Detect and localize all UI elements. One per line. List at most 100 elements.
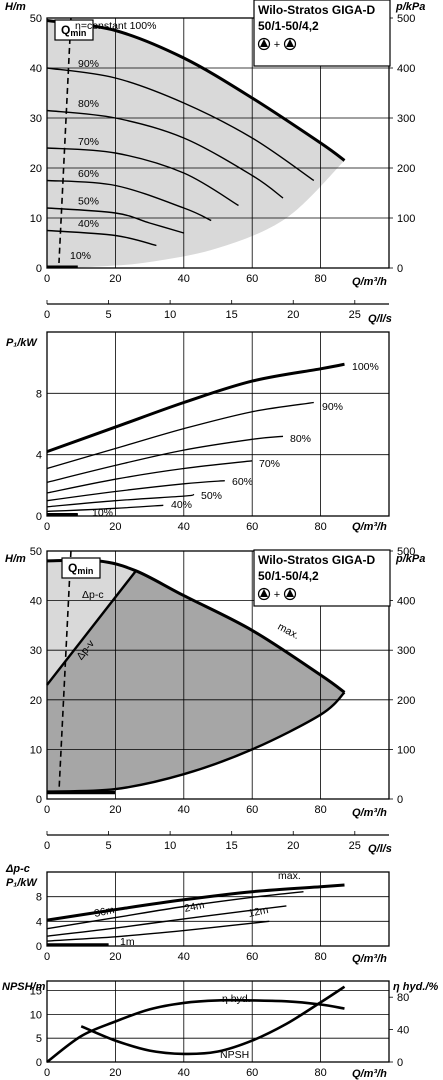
y-tick-label: 0 (36, 511, 42, 523)
x-tick-label: 60 (246, 273, 258, 285)
q-ls-tick-label: 15 (226, 840, 238, 852)
y-tick-label: 4 (36, 450, 42, 462)
y2-tick-label: 200 (397, 163, 415, 175)
y2-tick-label: 200 (397, 695, 415, 707)
power-curve (46, 480, 225, 502)
y2-tick-label: 0 (397, 794, 403, 806)
dpv-line (46, 570, 137, 686)
npsh-curve (80, 985, 346, 1056)
pump-model: 50/1-50/4,2 (258, 19, 319, 33)
x-tick-label: 20 (109, 804, 121, 816)
y-tick-label: 5 (36, 1033, 42, 1045)
pump-triangle-icon (260, 589, 268, 597)
speed-label: 10% (70, 250, 91, 262)
speed-curve (46, 67, 315, 182)
q-axis-label: Q/m³/h (352, 276, 387, 288)
y-tick-label: 20 (30, 163, 42, 175)
x-tick-label: 80 (314, 804, 326, 816)
pump-title: Wilo-Stratos GIGA-D (258, 3, 376, 17)
eta-axis-label: η hyd./% (393, 981, 438, 993)
power-label: 100% (352, 361, 379, 373)
pump-triangle-icon (286, 589, 294, 597)
power-curve (46, 362, 345, 454)
speed-label: n=constant 100% (75, 20, 156, 32)
y2-tick-label: 40 (397, 1025, 409, 1037)
npsh-axis-label: NPSH/m (2, 981, 46, 993)
speed-label: 90% (78, 58, 99, 70)
y2-tick-label: 300 (397, 113, 415, 125)
x-tick-label: 0 (44, 1067, 50, 1079)
q-ls-tick-label: 25 (349, 840, 361, 852)
plot-frame (46, 871, 390, 947)
panel-power-control: 0 20 40 60 80 0 4 8 max. 36m 24m 12m 1m Δp-c P₁/kW Q/m³… (5, 863, 390, 965)
pump-title: Wilo-Stratos GIGA-D (258, 553, 376, 567)
qmin-box (61, 557, 101, 579)
y2-tick-label: 0 (397, 263, 403, 275)
pump-plus-sign: + (274, 39, 280, 51)
power-curve (46, 493, 195, 508)
speed-curve (46, 229, 157, 247)
power-label: 50% (201, 490, 222, 502)
q-ls-tick-label: 0 (44, 840, 50, 852)
qmin-line (58, 17, 72, 264)
q-ls-tick-label: 25 (349, 309, 361, 321)
y2-tick-label: 300 (397, 645, 415, 657)
y-tick-label: 8 (36, 388, 42, 400)
y2-tick-label: 500 (397, 546, 415, 558)
x-tick-label: 40 (178, 1067, 190, 1079)
y-tick-label: 10 (30, 1009, 42, 1021)
pump-title-box (253, 0, 391, 67)
q-ls-tick-label: 10 (164, 840, 176, 852)
speed-label: 80% (78, 98, 99, 110)
x-tick-label: 0 (44, 951, 50, 963)
efficiency-curve (46, 998, 345, 1064)
power-label: 60% (232, 476, 253, 488)
y2-tick-label: 100 (397, 744, 415, 756)
npsh-label: NPSH (220, 1049, 249, 1061)
q-axis-label: Q/m³/h (352, 953, 387, 965)
y-tick-label: 10 (30, 744, 42, 756)
q-ls-axis-label: Q/l/s (368, 313, 392, 325)
q-ls-tick-label: 0 (44, 309, 50, 321)
x-tick-label: 20 (109, 521, 121, 533)
h-axis-label: H/m (5, 1, 26, 13)
control-power-label: 1m (120, 936, 135, 948)
power-curve (46, 401, 314, 470)
x-tick-label: 60 (246, 521, 258, 533)
min-curve (46, 691, 346, 793)
power-label: 70% (259, 458, 280, 470)
y2-tick-label: 400 (397, 596, 415, 608)
x-tick-label: 80 (314, 951, 326, 963)
y2-tick-label: 400 (397, 63, 415, 75)
speed-curve (46, 19, 346, 162)
y-tick-label: 50 (30, 546, 42, 558)
y2-tick-label: 0 (397, 1057, 403, 1069)
qmin-label: Qmin (61, 23, 86, 38)
speed-label: 60% (78, 168, 99, 180)
y-tick-label: 0 (36, 941, 42, 953)
y-tick-label: 10 (30, 213, 42, 225)
control-power-label: max. (278, 870, 301, 882)
power-label: 10% (92, 507, 113, 519)
control-power-curve (46, 891, 304, 930)
y-tick-label: 30 (30, 113, 42, 125)
efficiency-label: η hyd. (222, 993, 251, 1005)
panel-head-speed: 0 20 40 60 80010203040500100200300400500Qmin… (5, 0, 425, 325)
x-tick-label: 60 (246, 804, 258, 816)
speed-curve (46, 179, 212, 222)
q-ls-axis-label: Q/l/s (368, 843, 392, 855)
power-label: 90% (322, 401, 343, 413)
pump-triangle-icon (260, 39, 268, 47)
y-tick-label: 8 (36, 892, 42, 904)
speed-label: 40% (78, 218, 99, 230)
y-tick-label: 0 (36, 794, 42, 806)
q-ls-tick-label: 15 (226, 309, 238, 321)
control-power-label: 12m (247, 904, 270, 920)
p-axis-label: p/kPa (395, 553, 425, 565)
p1-axis-label: P₁/kW (6, 337, 38, 349)
p-axis-label: p/kPa (395, 1, 425, 13)
control-power-label: 24m (183, 899, 206, 915)
q-axis-label: Q/m³/h (352, 1068, 387, 1080)
q-ls-tick-label: 10 (164, 309, 176, 321)
